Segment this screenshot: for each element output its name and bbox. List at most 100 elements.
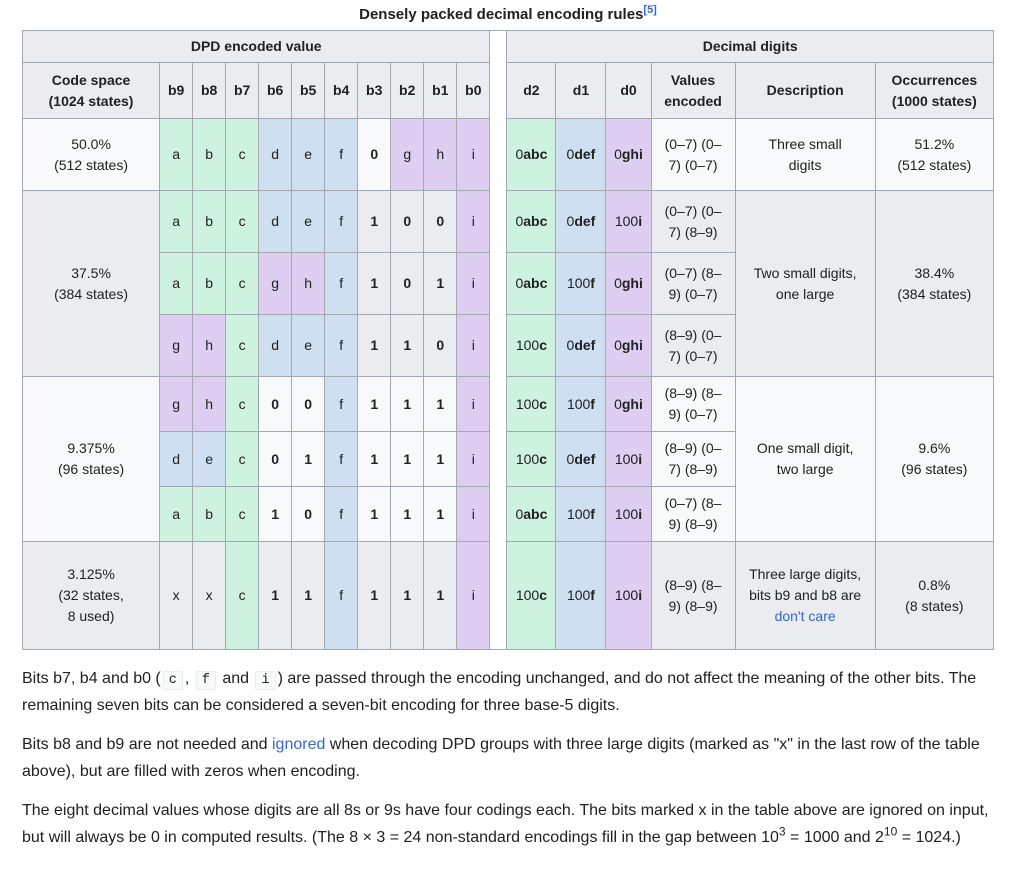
digit-prefix: 100 bbox=[614, 450, 639, 467]
bit-cell: 1 bbox=[357, 314, 392, 377]
bit-cell: 0 bbox=[390, 252, 425, 315]
digit-prefix: 100 bbox=[515, 450, 540, 467]
digit-cell-d2: 0abc bbox=[506, 486, 557, 542]
bit-cell: 1 bbox=[291, 431, 326, 487]
bit-cell: 1 bbox=[423, 541, 458, 650]
superscript: 3 bbox=[778, 824, 786, 839]
digit-prefix: 100 bbox=[515, 337, 540, 353]
digit-cell-d1: 0def bbox=[555, 314, 607, 377]
bit-cell: i bbox=[456, 190, 491, 253]
bit-cell: 1 bbox=[357, 486, 392, 542]
bit-cell: 1 bbox=[390, 376, 425, 432]
table-title: Densely packed decimal encoding rules[5] bbox=[22, 4, 994, 23]
digit-cell-d1: 0def bbox=[555, 431, 607, 487]
digit-prefix: 100 bbox=[566, 275, 591, 291]
bit-cell: h bbox=[192, 314, 227, 377]
bit-cell: c bbox=[225, 376, 260, 432]
dont-care-link[interactable]: don't care bbox=[774, 608, 836, 624]
bit-cell: c bbox=[225, 541, 260, 650]
reference-link[interactable]: [5] bbox=[643, 4, 657, 16]
bit-cell: 1 bbox=[390, 314, 425, 377]
digit-strong: ghi bbox=[621, 146, 643, 162]
digit-cell-d1: 100f bbox=[555, 252, 607, 315]
note-text: when decoding DPD groups with three larg… bbox=[22, 736, 980, 780]
bit-cell: i bbox=[456, 431, 491, 487]
column-header-d0: d0 bbox=[605, 62, 652, 119]
digit-prefix: 0 bbox=[515, 146, 524, 162]
note-text: = 1024.) bbox=[897, 828, 961, 846]
column-header-b7: b7 bbox=[225, 62, 260, 119]
digit-strong: c bbox=[539, 450, 547, 467]
digit-strong: def bbox=[574, 450, 596, 467]
bit-cell: a bbox=[159, 118, 194, 191]
bit-cell: f bbox=[324, 314, 359, 377]
digit-cell-d0: 100i bbox=[605, 190, 652, 253]
digit-strong: ghi bbox=[621, 337, 643, 353]
column-header-b8: b8 bbox=[192, 62, 227, 119]
occurrences-cell: 38.4% (384 states) bbox=[874, 190, 995, 377]
digit-prefix: 0 bbox=[566, 450, 575, 467]
bit-cell: 1 bbox=[258, 486, 293, 542]
digit-prefix: 0 bbox=[614, 146, 622, 162]
bit-cell: x bbox=[192, 541, 227, 650]
bit-cell: 1 bbox=[357, 252, 392, 315]
digit-cell-d2: 100c bbox=[506, 541, 557, 650]
column-header-b6: b6 bbox=[258, 62, 293, 119]
digit-cell-d2: 0abc bbox=[506, 190, 557, 253]
bit-cell: b bbox=[192, 252, 227, 315]
digit-cell-d2: 0abc bbox=[506, 252, 557, 315]
bit-cell: h bbox=[192, 376, 227, 432]
bit-cell: 0 bbox=[258, 431, 293, 487]
column-header-b0: b0 bbox=[456, 62, 491, 119]
bit-cell: i bbox=[456, 252, 491, 315]
bit-cell: f bbox=[324, 486, 359, 542]
reference-sup: [5] bbox=[643, 4, 656, 16]
bit-cell: e bbox=[192, 431, 227, 487]
digit-cell-d2: 100c bbox=[506, 376, 557, 432]
table-row: 50.0% (512 states) a b c d e f 0 g h i 0… bbox=[21, 118, 995, 191]
digit-cell-d0: 0ghi bbox=[605, 314, 652, 377]
bit-cell: f bbox=[324, 118, 359, 191]
table-row: 37.5% (384 states) a b c d e f 1 0 0 i 0… bbox=[21, 190, 995, 377]
bit-cell: d bbox=[159, 431, 194, 487]
notes-section: Bits b7, b4 and b0 (c, f and i) are pass… bbox=[22, 666, 1002, 851]
digit-cell-d0: 100i bbox=[605, 431, 652, 487]
digit-cell-d2: 0abc bbox=[506, 118, 557, 191]
bit-cell: 0 bbox=[423, 314, 458, 377]
column-header-b9: b9 bbox=[159, 62, 194, 119]
bit-cell: 0 bbox=[291, 376, 326, 432]
bit-cell: f bbox=[324, 376, 359, 432]
column-header-b4: b4 bbox=[324, 62, 359, 119]
bit-cell: 1 bbox=[357, 190, 392, 253]
bit-cell: e bbox=[291, 118, 326, 191]
bit-cell: a bbox=[159, 486, 194, 542]
digit-prefix: 100 bbox=[614, 587, 639, 603]
digit-strong: f bbox=[590, 587, 595, 603]
code-space-cell: 50.0% (512 states) bbox=[21, 118, 161, 191]
digit-strong: def bbox=[574, 337, 596, 353]
ignored-link[interactable]: ignored bbox=[271, 736, 326, 754]
digit-prefix: 100 bbox=[515, 587, 540, 603]
digit-strong: i bbox=[638, 450, 643, 467]
table-gap bbox=[489, 30, 508, 650]
digit-strong: abc bbox=[523, 275, 548, 291]
bit-cell: 1 bbox=[357, 541, 392, 650]
values-cell: (8–9) (8– 9) (8–9) bbox=[650, 541, 736, 650]
bit-cell: 0 bbox=[390, 190, 425, 253]
column-header-values: Values encoded bbox=[650, 62, 736, 119]
bit-cell: c bbox=[225, 486, 260, 542]
bit-cell: 1 bbox=[390, 541, 425, 650]
values-cell: (0–7) (0– 7) (8–9) bbox=[650, 190, 736, 253]
digit-strong: ghi bbox=[621, 275, 643, 291]
bit-cell: 1 bbox=[258, 541, 293, 650]
table-title-text: Densely packed decimal encoding rules bbox=[359, 6, 644, 23]
note-paragraph-3: The eight decimal values whose digits ar… bbox=[22, 798, 1002, 851]
digit-strong: f bbox=[590, 395, 595, 412]
digit-strong: f bbox=[590, 505, 595, 522]
group-header-row: DPD encoded value Decimal digits bbox=[21, 30, 994, 650]
digit-cell-d0: 100i bbox=[605, 486, 652, 542]
column-header-row: Code space (1024 states) b9 b8 b7 b6 b5 … bbox=[21, 62, 995, 119]
bit-cell: c bbox=[225, 431, 260, 487]
digit-prefix: 0 bbox=[614, 395, 622, 412]
